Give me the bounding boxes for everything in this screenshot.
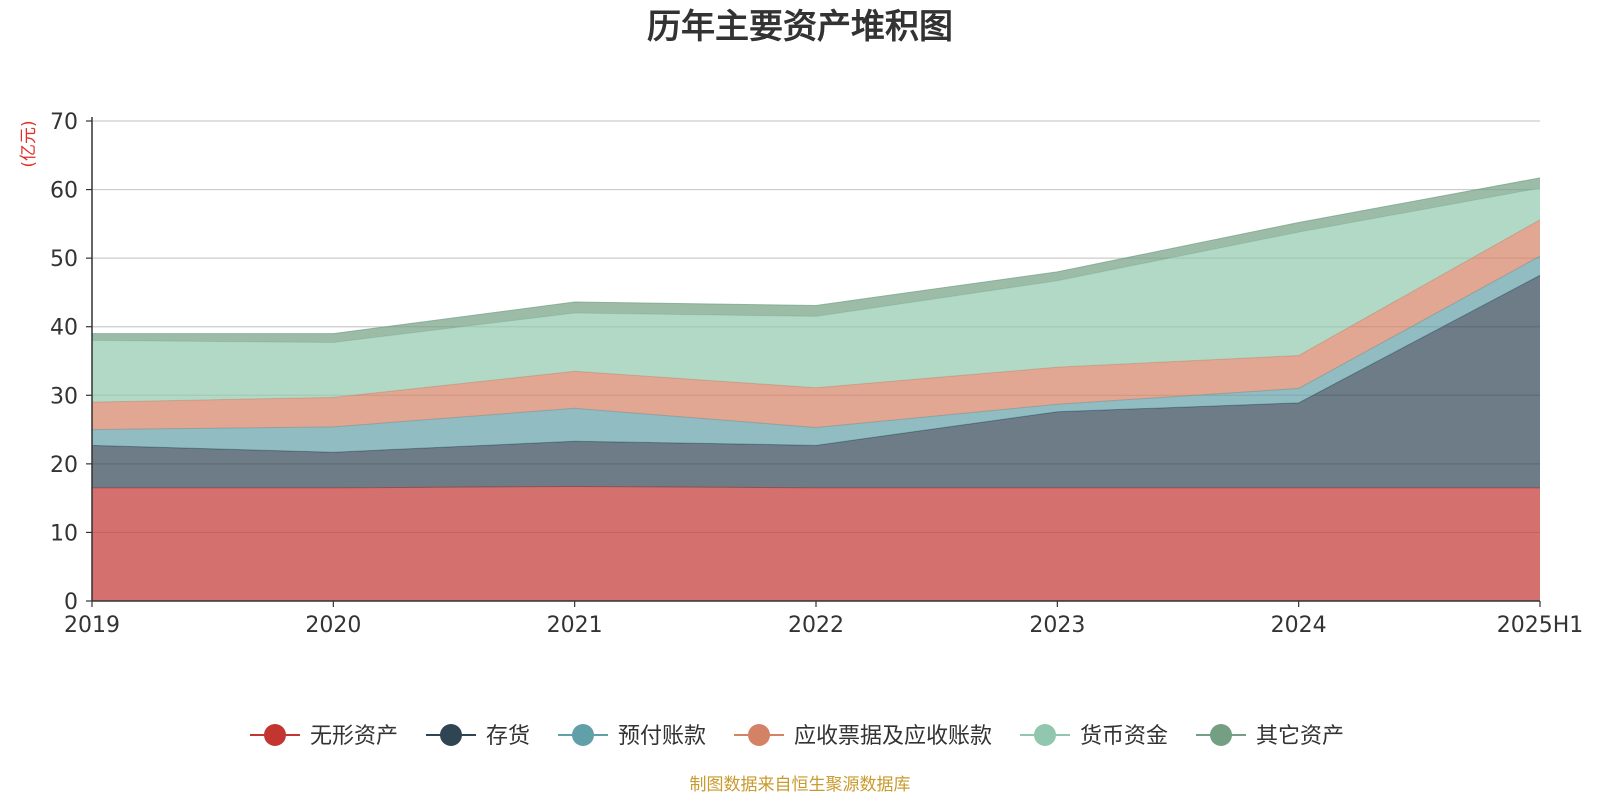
legend-item-3: 应收票据及应收账款 xyxy=(734,724,992,749)
legend-label: 货币资金 xyxy=(1080,724,1168,749)
area-series-3 xyxy=(92,219,1540,430)
series-top-line-5 xyxy=(92,177,1541,335)
x-tick-label: 2024 xyxy=(1271,613,1327,638)
legend: 无形资产 存货 预付账款 应收票据及应收账款 货币资金 其它资产 xyxy=(250,724,1344,749)
data-source-note: 制图数据来自恒生聚源数据库 xyxy=(690,775,911,795)
legend-item-2: 预付账款 xyxy=(558,724,706,749)
legend-label: 其它资产 xyxy=(1256,724,1344,749)
y-tick-label: 30 xyxy=(50,384,78,409)
legend-item-0: 无形资产 xyxy=(250,724,398,749)
y-axis-unit: (亿元) xyxy=(19,120,39,167)
area-series-5 xyxy=(92,177,1540,343)
legend-marker-icon xyxy=(1210,724,1232,746)
area-series-4 xyxy=(92,188,1540,403)
legend-label: 预付账款 xyxy=(618,724,706,749)
legend-marker-icon xyxy=(748,724,770,746)
legend-label: 存货 xyxy=(486,724,530,749)
area-series-2 xyxy=(92,256,1540,453)
legend-label: 应收票据及应收账款 xyxy=(794,724,992,749)
legend-item-4: 货币资金 xyxy=(1020,724,1168,749)
x-tick-label: 2019 xyxy=(64,613,120,638)
legend-marker-icon xyxy=(572,724,594,746)
x-tick-label: 2021 xyxy=(547,613,603,638)
x-tick-label: 2023 xyxy=(1029,613,1085,638)
y-tick-label: 50 xyxy=(50,247,78,272)
axes: 0 10 20 30 40 50 60 70 2019 2020 2021 2022 2023 2024 2… xyxy=(50,110,1583,638)
area-series-group xyxy=(91,177,1541,601)
x-tick-label: 2020 xyxy=(305,613,361,638)
y-tick-label: 40 xyxy=(50,316,78,341)
legend-item-5: 其它资产 xyxy=(1196,724,1344,749)
legend-marker-icon xyxy=(1034,724,1056,746)
y-tick-label: 10 xyxy=(50,521,78,546)
area-series-1 xyxy=(92,275,1540,488)
y-tick-label: 20 xyxy=(50,453,78,478)
x-tick-label: 2022 xyxy=(788,613,844,638)
legend-item-1: 存货 xyxy=(426,724,530,749)
y-tick-label: 70 xyxy=(50,110,78,135)
y-tick-label: 0 xyxy=(64,590,78,615)
area-series-0 xyxy=(92,486,1540,601)
chart-title: 历年主要资产堆积图 xyxy=(647,7,953,47)
legend-marker-icon xyxy=(264,724,286,746)
y-tick-label: 60 xyxy=(50,179,78,204)
legend-label: 无形资产 xyxy=(310,724,398,749)
x-tick-label: 2025H1 xyxy=(1497,613,1584,638)
legend-marker-icon xyxy=(440,724,462,746)
